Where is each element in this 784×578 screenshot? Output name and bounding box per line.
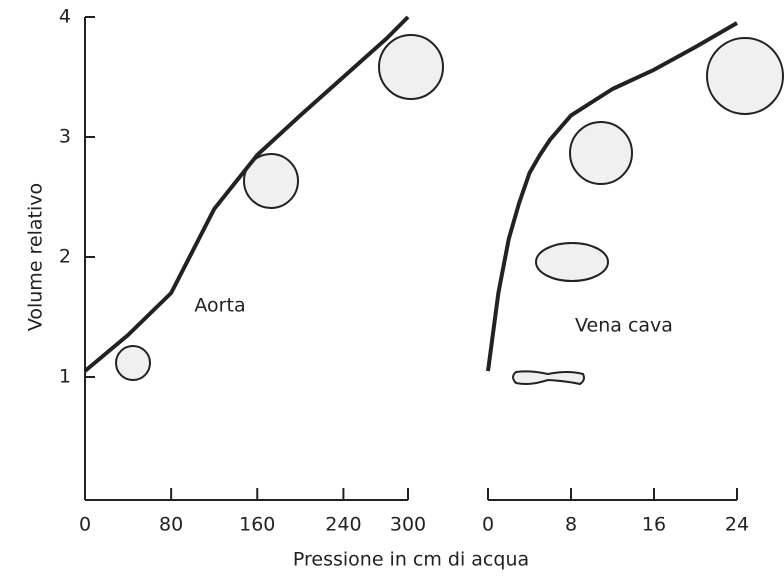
x-tick-label: 24	[725, 514, 749, 536]
section	[512, 370, 585, 386]
section	[378, 34, 444, 100]
y-tick-label: 4	[59, 6, 71, 28]
x-tick-label: 300	[390, 514, 426, 536]
section	[535, 242, 609, 282]
annotation: Vena cava	[575, 315, 673, 337]
section	[115, 345, 151, 381]
x-tick-label: 160	[239, 514, 275, 536]
y-tick-label: 1	[59, 366, 71, 388]
x-tick-label: 0	[79, 514, 91, 536]
annotation: Aorta	[194, 295, 245, 317]
y-axis-label: Volume relativo	[25, 183, 47, 331]
x-tick-label: 240	[325, 514, 361, 536]
x-tick-label: 8	[565, 514, 577, 536]
vessel-sections	[115, 34, 784, 386]
line	[486, 21, 739, 372]
section	[569, 121, 633, 185]
x-tick-label: 0	[482, 514, 494, 536]
y-tick-label: 2	[59, 246, 71, 268]
x-tick-label: 80	[159, 514, 183, 536]
x-axis-label: Pressione in cm di acqua	[293, 549, 529, 571]
section	[706, 37, 784, 115]
section	[243, 153, 299, 209]
y-tick-label: 3	[59, 126, 71, 148]
x-tick-label: 16	[642, 514, 666, 536]
line	[83, 15, 410, 373]
